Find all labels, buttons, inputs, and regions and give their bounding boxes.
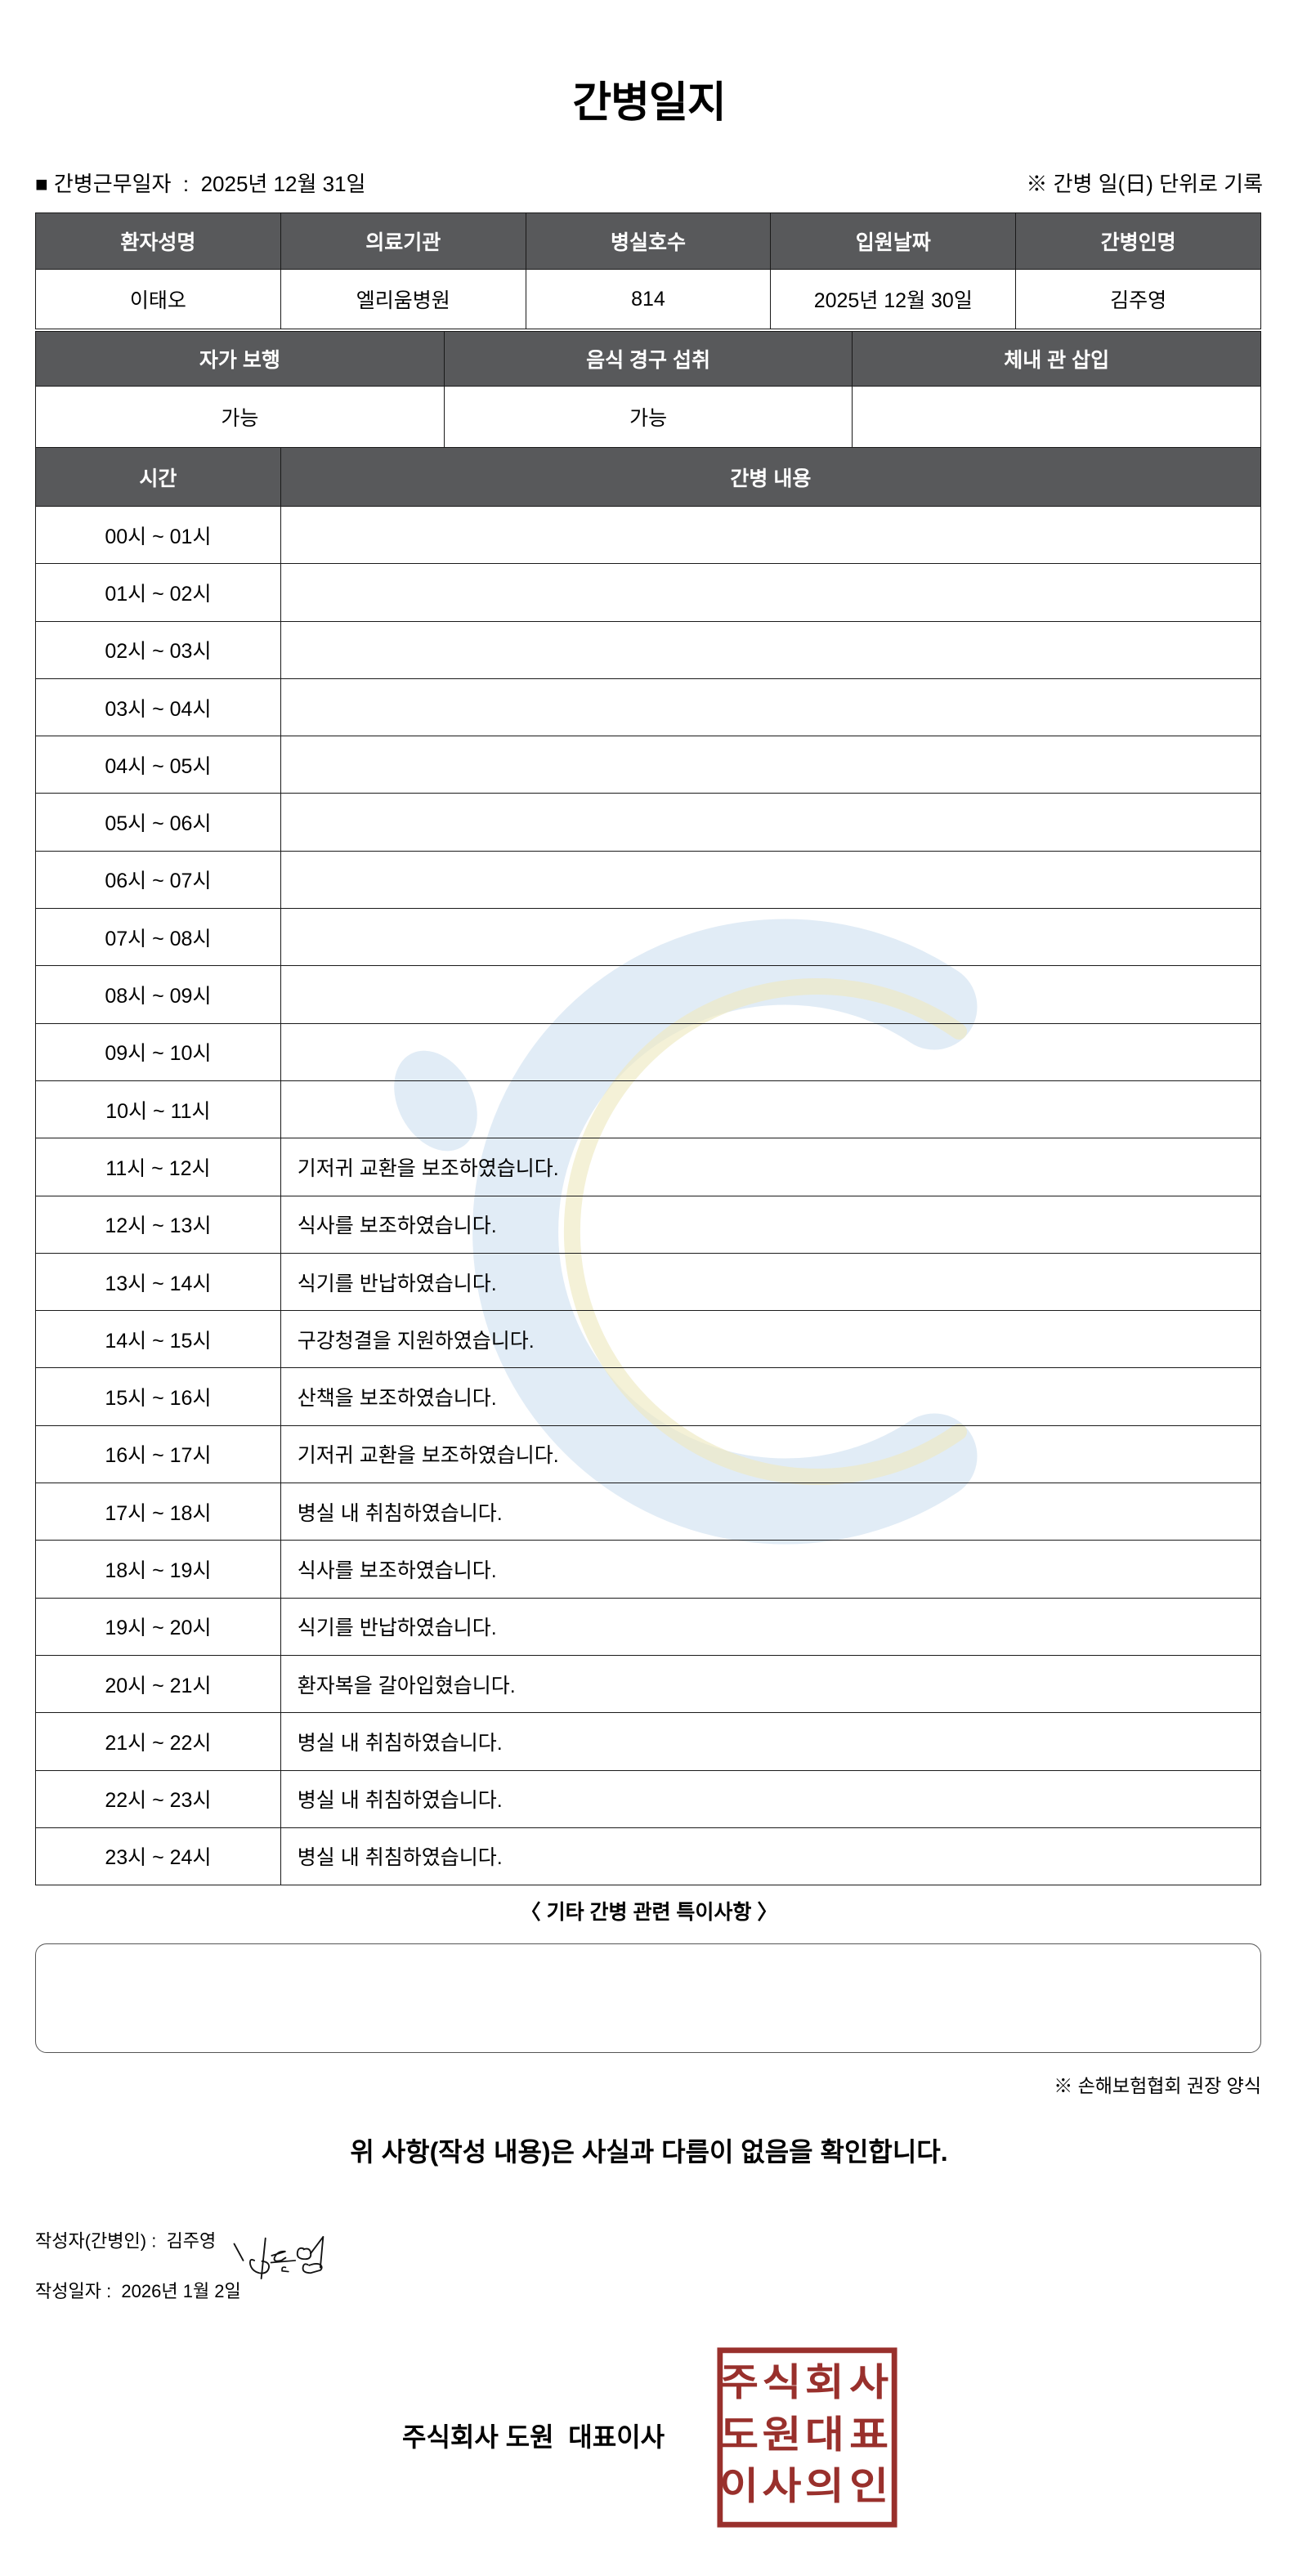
svg-text:식: 식: [762, 2362, 801, 2404]
svg-text:인: 인: [849, 2466, 888, 2508]
svg-text:주: 주: [719, 2362, 759, 2404]
svg-text:대: 대: [805, 2414, 844, 2457]
svg-text:표: 표: [849, 2414, 888, 2457]
svg-text:회: 회: [805, 2362, 844, 2404]
svg-text:이: 이: [719, 2466, 759, 2508]
svg-text:원: 원: [762, 2414, 801, 2457]
svg-text:도: 도: [719, 2414, 759, 2457]
svg-text:의: 의: [805, 2466, 844, 2508]
svg-text:사: 사: [849, 2362, 888, 2404]
svg-text:사: 사: [762, 2466, 801, 2508]
